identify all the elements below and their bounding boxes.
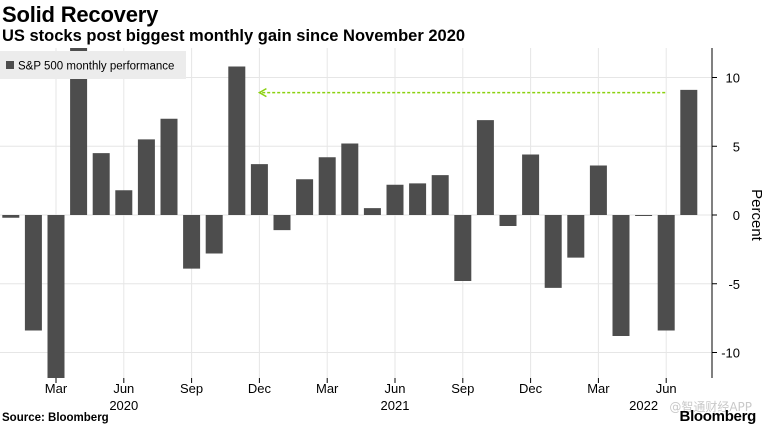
x-year-label: 2022 — [629, 398, 658, 410]
bar-2021-03 — [318, 157, 336, 215]
chart-title: Solid Recovery — [2, 2, 159, 27]
bar-2022-03 — [589, 165, 607, 215]
bar-2021-06 — [386, 184, 404, 215]
bar-2020-06 — [115, 190, 133, 215]
bar-2021-09 — [454, 215, 472, 281]
x-tick-label: Sep — [451, 381, 474, 396]
bar-2020-07 — [137, 139, 155, 215]
y-tick-label: -10 — [721, 346, 740, 361]
bar-2020-08 — [160, 118, 178, 215]
y-tick-label: 5 — [733, 139, 740, 154]
bar-2020-11 — [228, 66, 246, 215]
x-tick-label: Dec — [519, 381, 543, 396]
x-tick-label: Jun — [385, 381, 406, 396]
bar-2022-04 — [612, 215, 630, 336]
bar-2020-12 — [250, 164, 268, 215]
bar-2022-01 — [544, 215, 562, 288]
y-tick-label: -5 — [728, 277, 740, 292]
bar-2021-12 — [522, 154, 540, 215]
bar-2021-05 — [363, 208, 381, 215]
x-tick-label: Mar — [316, 381, 339, 396]
x-tick-label: Jun — [656, 381, 677, 396]
bar-2020-04 — [70, 48, 88, 215]
y-tick-label: 10 — [726, 71, 740, 86]
y-tick-label: 0 — [733, 208, 740, 223]
bar-2020-03 — [47, 215, 65, 378]
chart-area: 10 5 0 -5 -10 Mar Jun Sep Dec Mar Jun Sep Dec Mar Jun 2… — [0, 48, 764, 415]
bloomberg-logo: Bloomberg — [679, 408, 757, 425]
bar-chart: 10 5 0 -5 -10 Mar Jun Sep Dec Mar Jun Sep Dec Mar Jun 2… — [0, 48, 764, 413]
x-tick-label: Mar — [587, 381, 610, 396]
legend-swatch — [6, 61, 14, 69]
bar-2021-08 — [431, 175, 449, 215]
y-axis-label: Percent — [748, 189, 764, 242]
x-tick-label: Dec — [248, 381, 272, 396]
bar-2022-02 — [567, 215, 585, 258]
x-year-label: 2020 — [109, 398, 138, 410]
bar-2021-10 — [476, 120, 494, 215]
bar-2021-11 — [499, 215, 517, 226]
bar-2021-04 — [341, 143, 359, 215]
bar-2022-05 — [635, 215, 653, 216]
legend-label: S&P 500 monthly performance — [18, 61, 174, 73]
x-tick-label: Sep — [180, 381, 203, 396]
watermark-text: @智通财经APP — [669, 400, 752, 414]
bar-2020-05 — [92, 153, 110, 215]
chart-subtitle: US stocks post biggest monthly gain sinc… — [2, 27, 466, 45]
x-year-label: 2021 — [381, 398, 410, 410]
bar-2020-09 — [183, 215, 201, 269]
bar-2022-07 — [680, 89, 698, 215]
bar-2021-02 — [296, 179, 314, 215]
legend-box — [0, 51, 186, 79]
bar-2021-01 — [273, 215, 291, 231]
x-tick-label: Mar — [45, 381, 68, 396]
x-tick-label: Jun — [113, 381, 134, 396]
bar-2020-01 — [2, 215, 20, 218]
bar-2020-10 — [205, 215, 223, 254]
bar-2022-06 — [657, 215, 675, 331]
bar-2020-02 — [24, 215, 42, 331]
annotation-arrow-head — [257, 87, 267, 98]
source-note: Source: Bloomberg — [2, 412, 109, 424]
bar-2021-07 — [409, 183, 427, 215]
